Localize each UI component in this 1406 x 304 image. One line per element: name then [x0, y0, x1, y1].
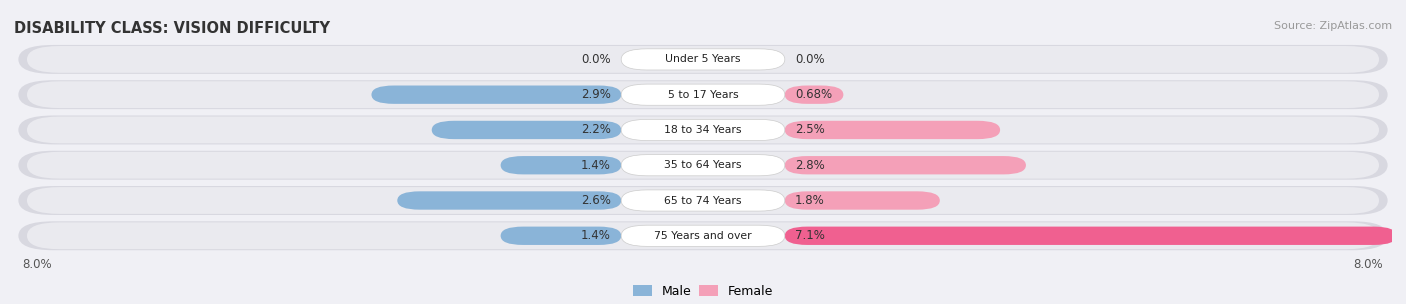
FancyBboxPatch shape — [785, 191, 939, 210]
Text: 5 to 17 Years: 5 to 17 Years — [668, 90, 738, 100]
Text: 0.68%: 0.68% — [796, 88, 832, 101]
Text: 2.5%: 2.5% — [796, 123, 825, 136]
FancyBboxPatch shape — [621, 84, 785, 105]
Text: 2.2%: 2.2% — [581, 123, 610, 136]
Legend: Male, Female: Male, Female — [628, 280, 778, 303]
FancyBboxPatch shape — [18, 45, 1388, 74]
Text: 1.4%: 1.4% — [581, 159, 610, 172]
Text: DISABILITY CLASS: VISION DIFFICULTY: DISABILITY CLASS: VISION DIFFICULTY — [14, 21, 330, 36]
FancyBboxPatch shape — [785, 85, 844, 104]
FancyBboxPatch shape — [621, 225, 785, 246]
Text: 1.8%: 1.8% — [796, 194, 825, 207]
Text: 0.0%: 0.0% — [796, 53, 825, 66]
Text: 1.4%: 1.4% — [581, 229, 610, 242]
Text: 75 Years and over: 75 Years and over — [654, 231, 752, 241]
FancyBboxPatch shape — [27, 81, 1379, 108]
FancyBboxPatch shape — [501, 156, 621, 174]
Text: 8.0%: 8.0% — [1354, 258, 1384, 271]
Text: 18 to 34 Years: 18 to 34 Years — [664, 125, 742, 135]
FancyBboxPatch shape — [785, 226, 1396, 245]
FancyBboxPatch shape — [398, 191, 621, 210]
FancyBboxPatch shape — [18, 186, 1388, 215]
Text: 2.8%: 2.8% — [796, 159, 825, 172]
Text: 65 to 74 Years: 65 to 74 Years — [664, 195, 742, 206]
FancyBboxPatch shape — [501, 226, 621, 245]
Text: 2.6%: 2.6% — [581, 194, 610, 207]
FancyBboxPatch shape — [27, 187, 1379, 214]
Text: Under 5 Years: Under 5 Years — [665, 54, 741, 64]
FancyBboxPatch shape — [27, 46, 1379, 73]
FancyBboxPatch shape — [18, 80, 1388, 109]
Text: 7.1%: 7.1% — [796, 229, 825, 242]
FancyBboxPatch shape — [18, 151, 1388, 180]
FancyBboxPatch shape — [785, 121, 1000, 139]
Text: 8.0%: 8.0% — [22, 258, 52, 271]
FancyBboxPatch shape — [18, 116, 1388, 144]
FancyBboxPatch shape — [621, 155, 785, 176]
FancyBboxPatch shape — [27, 222, 1379, 249]
Text: 35 to 64 Years: 35 to 64 Years — [664, 160, 742, 170]
FancyBboxPatch shape — [18, 221, 1388, 250]
FancyBboxPatch shape — [785, 156, 1026, 174]
FancyBboxPatch shape — [371, 85, 621, 104]
Text: Source: ZipAtlas.com: Source: ZipAtlas.com — [1274, 21, 1392, 31]
FancyBboxPatch shape — [621, 49, 785, 70]
FancyBboxPatch shape — [621, 119, 785, 140]
FancyBboxPatch shape — [27, 116, 1379, 143]
Text: 2.9%: 2.9% — [581, 88, 610, 101]
FancyBboxPatch shape — [432, 121, 621, 139]
FancyBboxPatch shape — [621, 190, 785, 211]
Text: 0.0%: 0.0% — [581, 53, 610, 66]
FancyBboxPatch shape — [27, 152, 1379, 179]
